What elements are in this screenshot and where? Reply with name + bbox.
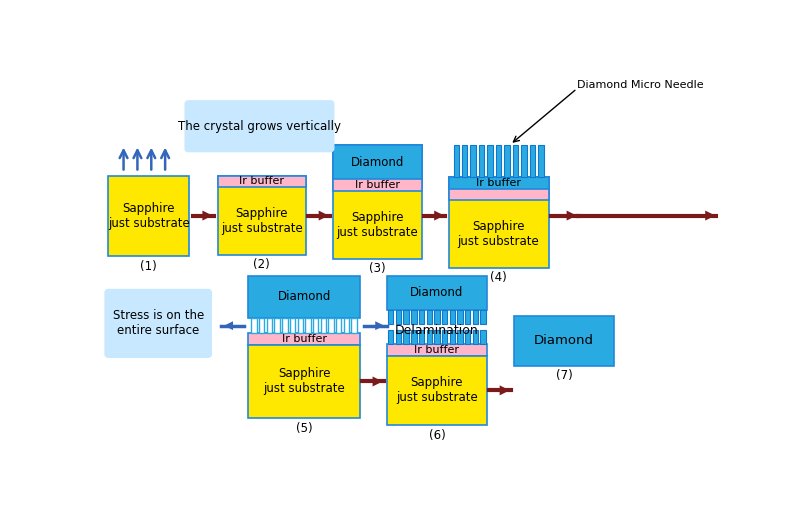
Bar xyxy=(218,175,306,187)
Bar xyxy=(479,145,484,177)
FancyBboxPatch shape xyxy=(105,289,211,357)
Bar xyxy=(108,175,189,256)
Bar xyxy=(333,145,422,180)
Bar xyxy=(514,315,614,366)
Bar xyxy=(538,145,543,177)
Bar xyxy=(388,310,394,324)
Text: Diamond: Diamond xyxy=(410,286,464,300)
Text: Ir buffer: Ir buffer xyxy=(414,345,459,355)
Text: The crystal grows vertically: The crystal grows vertically xyxy=(178,120,341,133)
Bar xyxy=(419,310,424,324)
Text: Ir buffer: Ir buffer xyxy=(476,178,521,188)
Text: Diamond: Diamond xyxy=(350,155,404,169)
Bar xyxy=(513,145,518,177)
Bar xyxy=(473,310,478,324)
Bar xyxy=(465,330,470,344)
Bar xyxy=(313,318,318,333)
Text: (5): (5) xyxy=(296,422,313,435)
Text: Sapphire
just substrate: Sapphire just substrate xyxy=(396,377,478,404)
Text: Stress is on the
entire surface: Stress is on the entire surface xyxy=(113,309,204,338)
Bar xyxy=(321,318,326,333)
Bar xyxy=(449,177,549,189)
Text: Diamond: Diamond xyxy=(534,334,594,347)
Bar xyxy=(282,318,287,333)
Bar xyxy=(251,318,257,333)
Text: Diamond Micro Needle: Diamond Micro Needle xyxy=(577,80,704,90)
Bar xyxy=(434,330,440,344)
Text: (4): (4) xyxy=(490,271,507,284)
Bar xyxy=(504,145,510,177)
Bar xyxy=(396,330,401,344)
Bar xyxy=(426,330,432,344)
Bar xyxy=(496,145,502,177)
Bar xyxy=(530,145,535,177)
Text: (1): (1) xyxy=(140,260,157,273)
Bar xyxy=(442,330,447,344)
Bar xyxy=(449,177,549,268)
Bar xyxy=(306,318,310,333)
Bar xyxy=(248,275,360,318)
Bar xyxy=(387,275,487,310)
Bar xyxy=(481,310,486,324)
Bar xyxy=(328,318,334,333)
Text: (7): (7) xyxy=(556,369,572,382)
Bar xyxy=(465,310,470,324)
Bar xyxy=(458,310,462,324)
Bar xyxy=(450,310,455,324)
Bar xyxy=(387,344,487,356)
Bar xyxy=(248,345,360,418)
Text: Ir buffer: Ir buffer xyxy=(354,180,400,190)
Bar xyxy=(274,318,280,333)
Bar xyxy=(411,330,417,344)
Bar xyxy=(450,330,455,344)
Bar xyxy=(442,310,447,324)
Bar xyxy=(473,330,478,344)
Text: Ir buffer: Ir buffer xyxy=(282,334,326,344)
Text: Delamination: Delamination xyxy=(395,324,479,337)
Bar xyxy=(259,318,265,333)
Bar xyxy=(387,356,487,425)
Bar xyxy=(487,145,493,177)
Bar xyxy=(266,318,272,333)
Text: Sapphire
just substrate: Sapphire just substrate xyxy=(108,202,190,230)
Bar xyxy=(351,318,357,333)
FancyBboxPatch shape xyxy=(185,101,334,152)
Bar xyxy=(462,145,467,177)
Bar xyxy=(458,330,462,344)
Bar xyxy=(403,330,409,344)
Bar xyxy=(298,318,303,333)
Bar xyxy=(290,318,295,333)
Text: (2): (2) xyxy=(254,259,270,271)
Bar xyxy=(522,145,526,177)
Bar xyxy=(454,145,459,177)
Bar xyxy=(344,318,349,333)
Bar xyxy=(248,333,360,345)
Bar xyxy=(470,145,476,177)
Text: Sapphire
just substrate: Sapphire just substrate xyxy=(221,207,302,235)
Text: Sapphire
just substrate: Sapphire just substrate xyxy=(263,367,345,396)
Bar xyxy=(396,310,401,324)
Text: (3): (3) xyxy=(369,262,386,275)
Bar xyxy=(481,330,486,344)
Text: Sapphire
just substrate: Sapphire just substrate xyxy=(458,220,539,248)
Bar xyxy=(333,145,422,259)
Text: Diamond: Diamond xyxy=(278,290,331,303)
Bar xyxy=(419,330,424,344)
Bar xyxy=(333,145,422,191)
Bar xyxy=(336,318,342,333)
Text: (6): (6) xyxy=(429,428,446,442)
Text: Ir buffer: Ir buffer xyxy=(239,176,284,186)
Bar xyxy=(403,310,409,324)
Bar xyxy=(434,310,440,324)
Bar xyxy=(426,310,432,324)
Bar xyxy=(449,177,549,200)
Text: Sapphire
just substrate: Sapphire just substrate xyxy=(337,211,418,239)
Bar xyxy=(388,330,394,344)
Bar xyxy=(218,175,306,255)
Bar xyxy=(411,310,417,324)
